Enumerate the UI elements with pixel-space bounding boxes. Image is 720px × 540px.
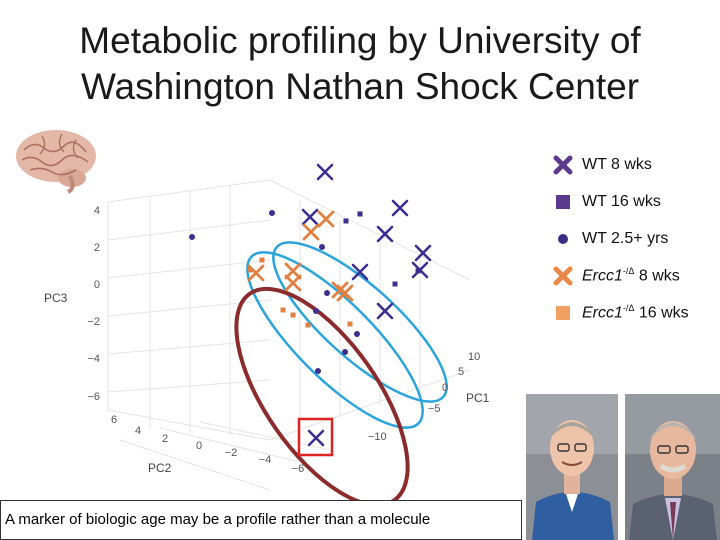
- pc2-tick-label: 0: [196, 440, 202, 452]
- highlight-box: [297, 417, 334, 457]
- circle-marker: [269, 210, 275, 216]
- x-marker: [307, 429, 325, 447]
- grid-line: [159, 427, 301, 463]
- legend-item: WT 2.5+ yrs: [550, 220, 720, 257]
- square-marker: [280, 307, 286, 313]
- pc1-tick-label: 10: [468, 351, 480, 363]
- grid-line: [107, 219, 271, 241]
- x-marker: [316, 163, 334, 181]
- pc2-tick-label: 4: [135, 425, 141, 437]
- grid-line: [119, 439, 271, 491]
- caption-box: A marker of biologic age may be a profil…: [0, 500, 522, 540]
- square-marker: [290, 312, 296, 318]
- pc2-tick-label: −2: [225, 447, 238, 459]
- x-marker-icon: [553, 155, 573, 174]
- x-marker: [284, 274, 302, 292]
- grid-line: [269, 369, 471, 441]
- pc2-tick-label: −4: [259, 454, 272, 466]
- slide-title: Metabolic profiling by University of Was…: [0, 18, 720, 110]
- grid-line: [269, 179, 471, 281]
- axis-labels: PC3 PC1 PC2: [44, 291, 490, 475]
- legend-item: Ercc1-/Δ 16 wks: [550, 294, 720, 331]
- pc1-tick-label: −10: [368, 431, 387, 443]
- legend-item: Ercc1-/Δ 8 wks: [550, 257, 720, 294]
- legend-item: WT 8 wks: [550, 146, 720, 183]
- grid-line: [107, 259, 271, 279]
- grid-line: [107, 179, 271, 203]
- circle-marker: [189, 234, 195, 240]
- cluster-ellipse-blue-1: [246, 251, 424, 429]
- square-marker: [347, 321, 353, 327]
- circle-marker: [315, 368, 321, 374]
- pc3-axis-label: PC3: [44, 291, 68, 305]
- square-marker-icon: [556, 194, 570, 209]
- pc3-tick-label: −4: [87, 353, 100, 365]
- circle-marker: [342, 349, 348, 355]
- square-marker: [247, 267, 253, 273]
- pc1-tick-label: −5: [428, 403, 441, 415]
- x-marker: [284, 262, 302, 280]
- x-marker: [376, 302, 394, 320]
- title-line-1: Metabolic profiling by University of: [79, 20, 641, 61]
- pc2-axis-label: PC2: [148, 461, 172, 475]
- x-marker: [302, 223, 320, 241]
- brain-icon: [16, 130, 96, 194]
- title-line-2: Washington Nathan Shock Center: [80, 66, 640, 107]
- square-marker: [343, 218, 349, 224]
- x-marker: [414, 244, 432, 262]
- pc2-tick-label: −6: [292, 463, 305, 475]
- x-marker: [301, 208, 319, 226]
- grid-line: [107, 379, 271, 393]
- circle-marker: [313, 308, 319, 314]
- data-points: [189, 163, 432, 457]
- square-marker-icon: [556, 305, 570, 320]
- circle-marker: [354, 331, 360, 337]
- legend-label: WT 16 wks: [582, 192, 661, 210]
- square-marker: [392, 281, 398, 287]
- pc3-tick-label: 0: [94, 279, 100, 291]
- pc3-tick-label: 4: [94, 205, 100, 217]
- legend-item: WT 16 wks: [550, 183, 720, 220]
- grid-line: [107, 339, 271, 355]
- pc2-tick-label: 6: [111, 414, 117, 426]
- legend-label: Ercc1-/Δ 16 wks: [582, 302, 689, 322]
- square-marker: [305, 322, 311, 328]
- pc1-axis-label: PC1: [466, 391, 490, 405]
- square-marker: [259, 257, 265, 263]
- cluster-ellipse-blue-2: [272, 241, 448, 403]
- grid-line: [107, 409, 271, 441]
- pc1-tick-label: 0: [442, 382, 448, 394]
- circle-marker: [324, 290, 330, 296]
- pc3-tick-label: −6: [87, 391, 100, 403]
- x-marker: [376, 225, 394, 243]
- x-marker: [317, 210, 335, 228]
- circle-marker: [319, 244, 325, 250]
- person-photo-1: [526, 394, 618, 540]
- grid-line: [107, 299, 271, 317]
- plot-grid: [107, 179, 471, 491]
- x-marker: [391, 199, 409, 217]
- circle-marker-icon: [558, 233, 568, 244]
- pc2-tick-label: 2: [162, 433, 168, 445]
- x-marker: [351, 263, 369, 281]
- cluster-ellipse-red: [234, 286, 410, 508]
- square-marker: [357, 211, 363, 217]
- x-marker: [331, 281, 349, 299]
- legend: WT 8 wks WT 16 wks WT 2.5+ yrs Ercc1-/Δ 8 w…: [550, 146, 720, 331]
- x-marker-icon: [553, 266, 573, 285]
- square-marker: [415, 268, 421, 274]
- pc1-tick-label: 5: [458, 366, 464, 378]
- pc3-tick-label: −2: [87, 316, 100, 328]
- legend-label: WT 8 wks: [582, 155, 652, 173]
- person-photo-2: [625, 394, 720, 540]
- pc3-tick-label: 2: [94, 242, 100, 254]
- legend-label: WT 2.5+ yrs: [582, 229, 669, 247]
- legend-label: Ercc1-/Δ 8 wks: [582, 265, 680, 285]
